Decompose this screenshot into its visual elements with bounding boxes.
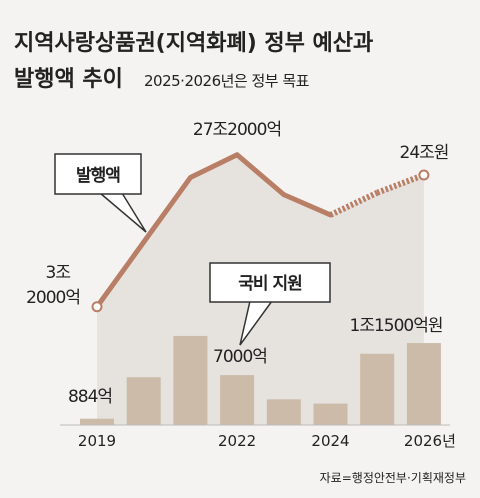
legend-label: 발행액: [76, 166, 120, 186]
data-label: 24조원: [400, 143, 449, 163]
x-tick-label: 2019: [78, 432, 116, 450]
callout-box: [209, 262, 331, 303]
data-label: 884억: [68, 387, 112, 407]
line-segment: [94, 239, 147, 310]
callout-box: [54, 153, 142, 195]
bar: [173, 335, 208, 425]
bar: [220, 375, 255, 425]
callout-pointer: [99, 192, 147, 233]
data-label: 27조2000억: [193, 120, 281, 140]
line-segment: [234, 152, 287, 198]
chart-title: 발행액 추이: [14, 67, 123, 92]
bar: [406, 343, 441, 425]
point: [91, 301, 103, 313]
legend-label: 국비 지원: [238, 274, 302, 294]
x-tick-label: 2026년: [404, 432, 456, 450]
source: 자료=행정안전부·기획재정부: [320, 470, 466, 485]
callout-pointer: [239, 300, 273, 346]
data-label: 7000억: [213, 347, 267, 367]
bar: [80, 418, 114, 425]
line-segment: [281, 192, 333, 218]
bar: [126, 377, 161, 425]
callout: 발행액: [54, 153, 147, 233]
data-label: 2000억: [26, 288, 80, 308]
bar: [266, 399, 301, 425]
data-label: 3조: [46, 263, 71, 283]
x-tick-label: 2022: [218, 432, 256, 450]
data-label: 1조1500억원: [350, 316, 443, 336]
line-segment: [187, 152, 240, 181]
chart-title: 지역사랑상품권(지역화폐) 정부 예산과: [14, 31, 373, 56]
line-segment: [141, 175, 193, 245]
bar: [313, 403, 348, 425]
point: [418, 169, 430, 181]
x-tick-label: 2024: [311, 432, 349, 450]
callout: 국비 지원: [209, 262, 331, 346]
subtitle: 2025·2026년은 정부 목표: [144, 72, 310, 90]
bar: [360, 353, 395, 425]
line-segment: [376, 172, 425, 196]
